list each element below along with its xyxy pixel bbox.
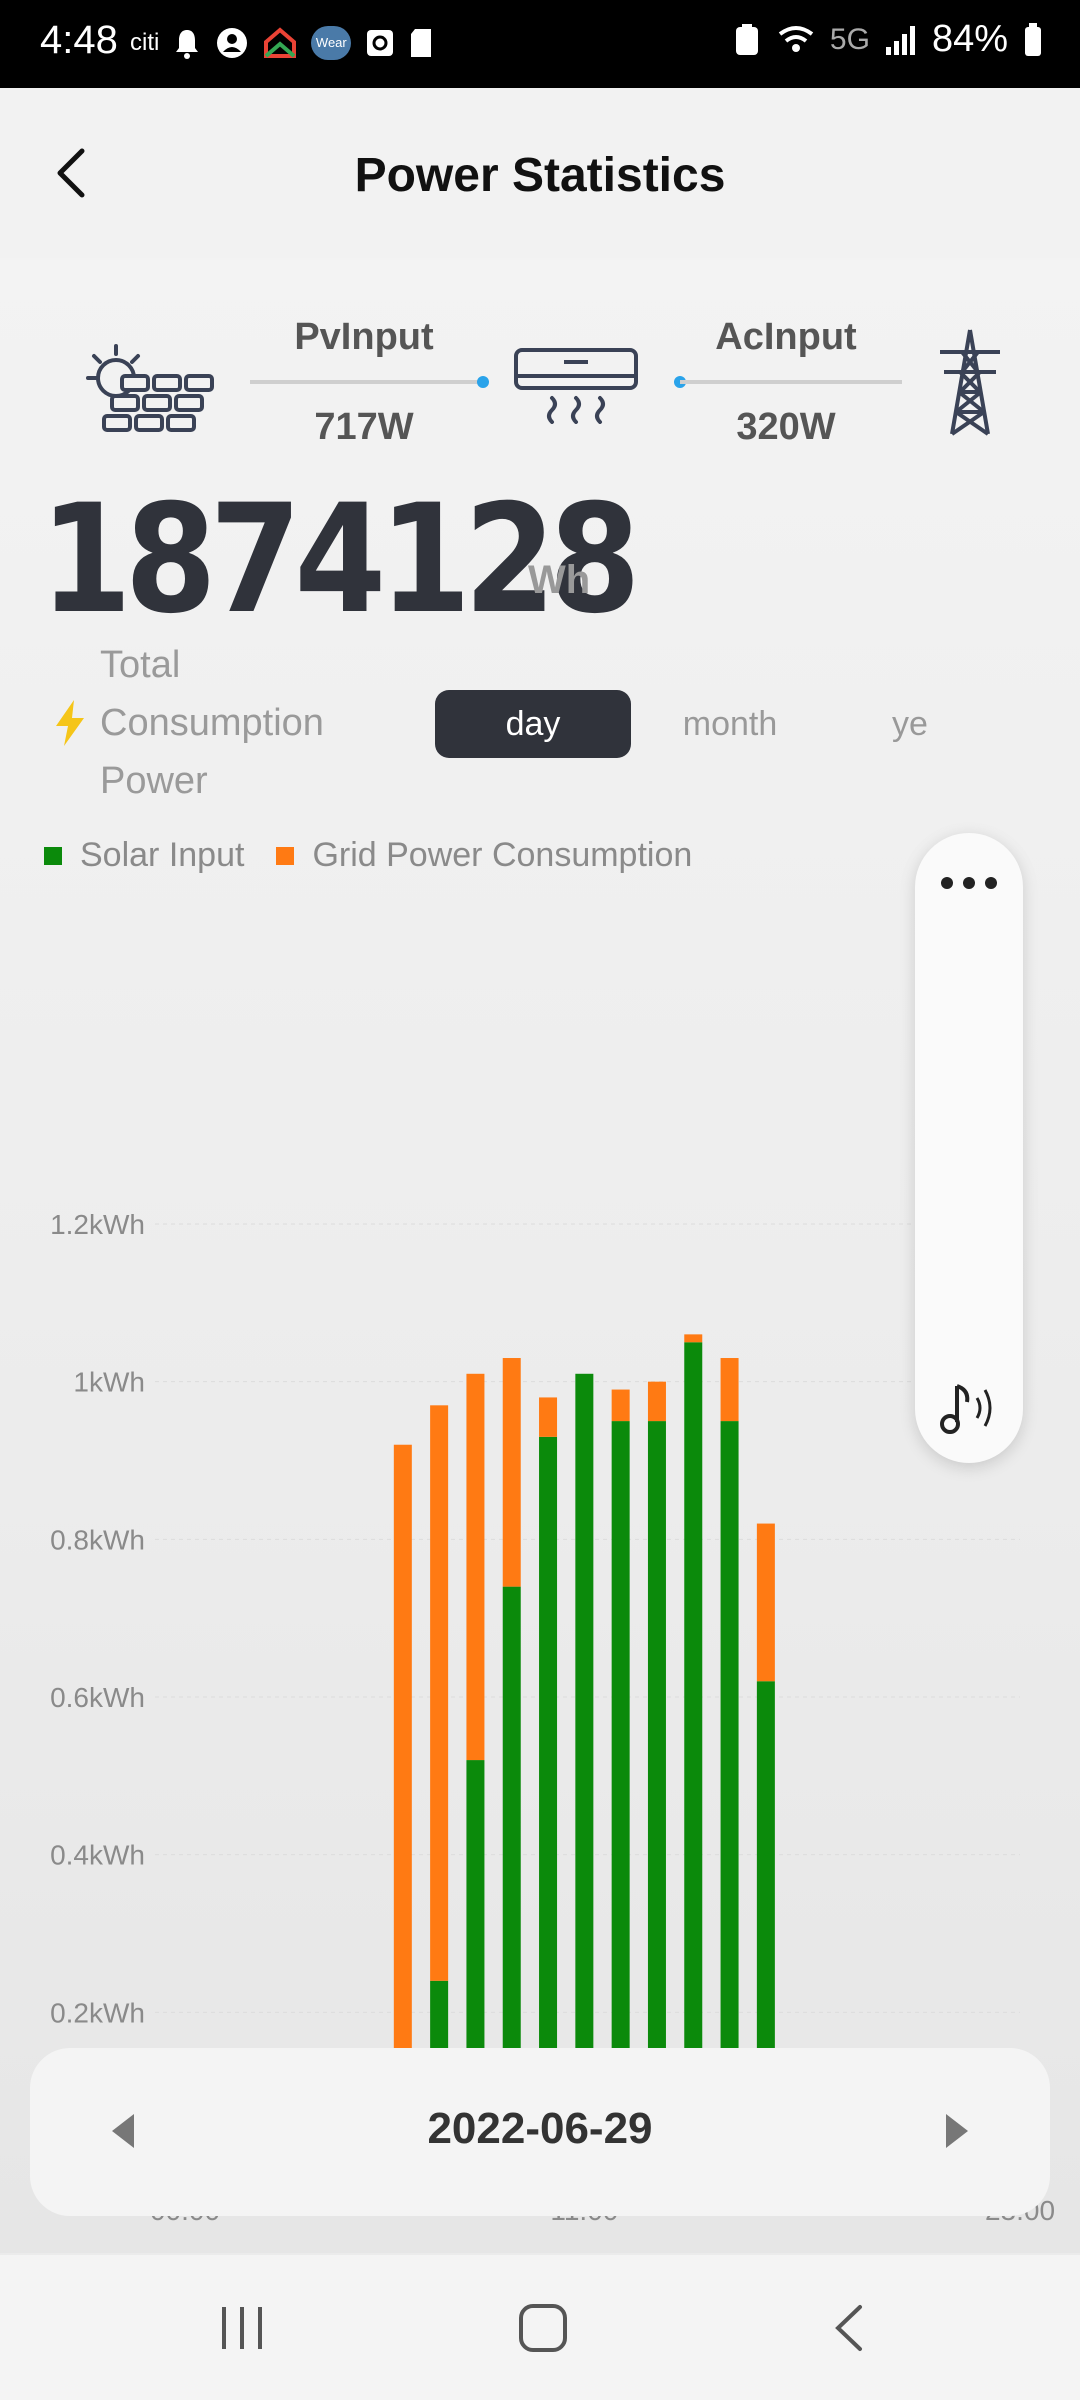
y-tick-label: 0.2kWh: [50, 1997, 145, 2028]
legend-solar-swatch: [44, 846, 62, 865]
current-date: 2022-06-29: [427, 2104, 653, 2153]
pv-input-label: PvInput: [294, 316, 434, 358]
legend-solar-label: Solar Input: [80, 836, 245, 874]
bar-grid[interactable]: [611, 1389, 630, 1422]
battery-percent: 84%: [931, 18, 1008, 60]
back-arrow-icon[interactable]: [44, 143, 104, 203]
chart-legend: Solar Input Grid Power Consumption: [44, 836, 692, 875]
page-title: Power Statistics: [354, 149, 726, 202]
back-icon[interactable]: [830, 2303, 870, 2353]
total-label-line-1: Total: [100, 644, 181, 686]
bar-grid[interactable]: [430, 1405, 449, 1981]
bar-solar[interactable]: [684, 1342, 703, 2170]
bar-grid[interactable]: [684, 1334, 703, 1343]
account-icon: [217, 28, 248, 58]
power-tower-icon: [940, 329, 1000, 436]
ac-flow-line: [680, 380, 902, 384]
sound-assistant-icon[interactable]: [937, 1378, 1007, 1438]
total-energy-unit: Wh: [528, 558, 591, 602]
status-bar: 4:48 citi Wear 5G 84%: [0, 0, 1080, 88]
y-tick-label: 0.4kWh: [50, 1840, 145, 1871]
recent-apps-icon[interactable]: [218, 2303, 268, 2353]
legend-grid-swatch: [276, 846, 295, 865]
status-time: 4:48: [40, 18, 118, 62]
y-tick-label: 0.6kWh: [50, 1682, 145, 1713]
pv-flow-dot: [477, 376, 489, 388]
bar-grid[interactable]: [647, 1381, 666, 1422]
google-home-icon: [264, 27, 297, 58]
bar-grid[interactable]: [393, 1444, 412, 2139]
more-options-icon[interactable]: [937, 873, 1001, 893]
total-label-line-3: Power: [100, 760, 208, 802]
home-icon[interactable]: [518, 2303, 568, 2353]
app-icon: [367, 30, 394, 56]
signal-icon: [885, 25, 915, 55]
main-content: PvInput 717W AcInput 320W 1874128 Wh Tot…: [0, 258, 1080, 2253]
wifi-icon: [778, 25, 814, 52]
tab-year[interactable]: ye: [892, 705, 928, 743]
bar-grid[interactable]: [466, 1373, 485, 1761]
system-nav-bar: [0, 2255, 1080, 2400]
inverter-ac-icon: [514, 348, 638, 424]
bar-solar[interactable]: [647, 1421, 666, 2170]
status-left-icons: citi Wear: [130, 26, 433, 60]
notification-bell-icon: [176, 30, 199, 59]
legend-grid-label: Grid Power Consumption: [312, 836, 693, 874]
ac-input-value: 320W: [736, 406, 836, 448]
bar-grid[interactable]: [539, 1397, 558, 1437]
total-energy-value: 1874128: [40, 473, 641, 647]
floating-tool-panel[interactable]: [915, 833, 1023, 1463]
network-type: 5G: [829, 22, 870, 56]
bar-solar[interactable]: [611, 1421, 630, 2170]
bar-solar[interactable]: [539, 1436, 558, 2170]
battery-icon: [1025, 22, 1041, 56]
total-label-line-2: Consumption: [100, 702, 324, 744]
date-navigator: 2022-06-29: [30, 2048, 1050, 2216]
next-date-icon[interactable]: [946, 2114, 968, 2148]
y-tick-label: 1.2kWh: [50, 1209, 145, 1240]
bar-solar[interactable]: [502, 1586, 521, 2170]
wear-icon: Wear: [311, 26, 352, 60]
y-tick-label: 1kWh: [73, 1367, 145, 1398]
pv-flow-line: [250, 380, 482, 384]
tab-month[interactable]: month: [682, 705, 778, 743]
battery-saver-icon: [735, 23, 758, 55]
bar-solar[interactable]: [720, 1421, 739, 2170]
citi-icon: citi: [130, 29, 160, 56]
solar-panel-icon: [86, 344, 214, 432]
y-tick-label: 0.8kWh: [50, 1524, 145, 1555]
bar-solar[interactable]: [756, 1681, 775, 2170]
bar-solar[interactable]: [575, 1373, 594, 2170]
bar-grid[interactable]: [756, 1523, 775, 1682]
total-consumption-label: Total Consumption Power: [100, 636, 380, 810]
status-right-icons: 5G 84%: [732, 18, 1044, 61]
app-header: Power Statistics: [0, 88, 1080, 258]
bar-grid[interactable]: [502, 1358, 521, 1587]
pv-input-value: 717W: [314, 406, 414, 448]
tab-day[interactable]: day: [435, 690, 631, 758]
lightning-icon: [56, 700, 84, 746]
previous-date-icon[interactable]: [112, 2114, 134, 2148]
sd-card-icon: [411, 29, 432, 57]
ac-input-label: AcInput: [715, 316, 857, 358]
bar-grid[interactable]: [720, 1358, 739, 1422]
